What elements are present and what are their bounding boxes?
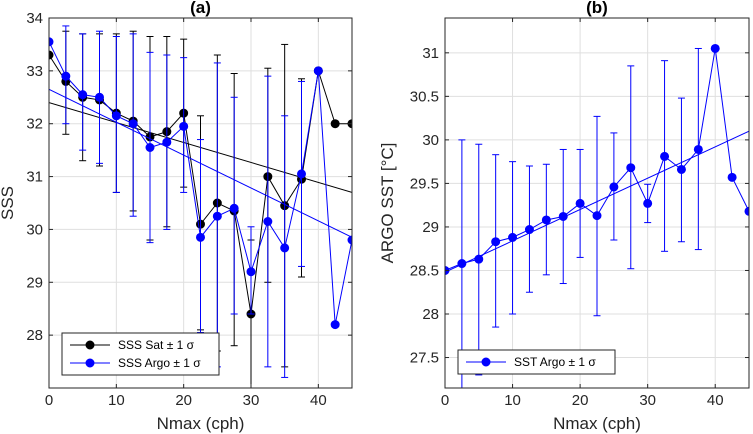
data-point xyxy=(61,71,71,81)
y-tick-label: 29 xyxy=(26,274,43,291)
x-tick-label: 40 xyxy=(310,392,327,409)
legend-marker xyxy=(85,358,95,368)
data-point xyxy=(508,232,518,242)
data-point xyxy=(179,121,189,131)
axes-box xyxy=(48,17,353,389)
data-point xyxy=(643,198,653,208)
y-tick-label: 30 xyxy=(422,132,439,149)
legend-marker xyxy=(85,340,95,350)
data-point xyxy=(297,169,306,179)
data-point xyxy=(347,235,352,245)
data-point xyxy=(457,259,467,269)
data-point xyxy=(49,37,54,47)
y-tick-label: 30.5 xyxy=(410,88,439,105)
y-tick-label: 32 xyxy=(26,116,43,133)
data-point xyxy=(49,50,54,60)
x-tick-label: 40 xyxy=(707,392,724,409)
y-tick-label: 27.5 xyxy=(410,350,439,367)
data-point xyxy=(727,172,737,182)
chart-title: (b) xyxy=(586,0,608,17)
data-point xyxy=(145,143,155,152)
x-tick-label: 30 xyxy=(243,392,260,409)
legend-entry-label: SSS Sat ± 1 σ xyxy=(118,338,195,352)
data-point xyxy=(575,198,585,208)
data-point xyxy=(263,217,273,226)
y-tick-label: 31 xyxy=(422,45,439,62)
y-axis-label: ARGO SST [°C] xyxy=(378,143,397,264)
x-tick-label: 0 xyxy=(441,392,449,409)
legend-marker xyxy=(481,357,491,367)
y-tick-label: 33 xyxy=(26,63,43,80)
data-point xyxy=(491,237,501,247)
data-point xyxy=(280,243,290,253)
panel-a: 0 10 20 30 40 28 29 30 31 32 33 34 (a) Nmax (cph) SSS S… xyxy=(0,0,353,433)
data-point xyxy=(330,320,340,330)
data-point xyxy=(313,66,323,76)
data-layer xyxy=(445,43,749,388)
y-tick-label: 28 xyxy=(422,306,439,323)
data-point xyxy=(128,119,138,129)
chart-title: (a) xyxy=(190,0,211,17)
data-point xyxy=(541,215,551,225)
x-tick-label: 0 xyxy=(45,392,53,409)
y-tick-label: 28.5 xyxy=(410,262,439,279)
y-tick-label: 34 xyxy=(26,10,43,27)
x-axis-label: Nmax (cph) xyxy=(157,414,245,433)
legend-box xyxy=(61,332,220,376)
data-point xyxy=(609,182,619,192)
x-tick-label: 20 xyxy=(175,392,192,409)
data-point xyxy=(676,164,686,174)
data-point xyxy=(524,225,534,235)
data-point xyxy=(744,206,749,216)
data-point xyxy=(660,151,670,161)
x-tick-label: 20 xyxy=(572,392,589,409)
data-point xyxy=(212,211,222,221)
data-point xyxy=(95,92,104,102)
data-point xyxy=(558,211,568,221)
data-point xyxy=(229,203,239,213)
y-tick-label: 29.5 xyxy=(410,175,439,192)
x-tick-label: 10 xyxy=(504,392,521,409)
data-point xyxy=(330,119,340,129)
data-point xyxy=(162,137,172,147)
axes-box xyxy=(444,17,750,389)
data-point xyxy=(474,254,484,264)
data-point xyxy=(592,211,602,221)
x-tick-label: 30 xyxy=(639,392,656,409)
legend: SST Argo ± 1 σ xyxy=(457,349,616,375)
y-tick-label: 30 xyxy=(26,221,43,238)
data-point xyxy=(710,43,720,53)
y-tick-label: 29 xyxy=(422,219,439,236)
y-axis-label: SSS xyxy=(0,186,17,220)
data-point xyxy=(78,90,88,100)
panel-b: 0 10 20 30 40 27.5 28 28.5 29 29.5 30 30.5 31 (b) Nmax… xyxy=(378,0,750,433)
y-tick-label: 31 xyxy=(26,169,43,186)
data-point xyxy=(196,232,205,242)
data-point xyxy=(693,144,703,154)
data-layer xyxy=(49,25,352,388)
data-point xyxy=(111,111,121,121)
data-point xyxy=(246,267,256,277)
legend-entry-label: SST Argo ± 1 σ xyxy=(514,355,596,369)
legend: SSS Sat ± 1 σ SSS Argo ± 1 σ xyxy=(61,332,220,376)
x-tick-label: 10 xyxy=(108,392,125,409)
y-tick-label: 28 xyxy=(26,327,43,344)
data-point xyxy=(626,163,636,173)
x-axis-label: Nmax (cph) xyxy=(553,414,641,433)
legend-entry-label: SSS Argo ± 1 σ xyxy=(118,356,201,370)
